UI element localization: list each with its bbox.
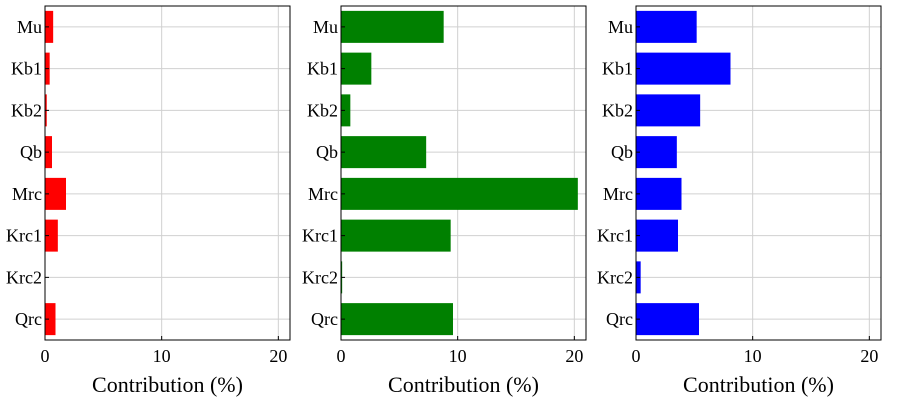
plot-frame [635,5,882,341]
bar-mu [45,10,54,43]
bar-krc1 [636,219,678,252]
x-tick-label: 0 [632,346,641,366]
bar-qrc [636,303,699,336]
bar-kb1 [341,52,372,85]
x-axis-label: Contribution (%) [388,372,539,397]
bar-qrc [341,303,453,336]
y-tick-label: Mu [608,17,633,37]
y-tick-label: Qb [611,142,633,162]
plot-frame [44,5,291,341]
y-tick-label: Krc1 [6,226,42,246]
y-tick-label: Krc2 [597,267,633,287]
bar-krc1 [45,219,58,252]
x-tick-label: 0 [337,346,346,366]
x-tick-label: 0 [41,346,50,366]
bar-qrc [45,303,56,336]
y-tick-label: Kb1 [11,59,42,79]
chart-panel-1: Mu Kb1 Kb2 Qb Mrc Krc1 Krc2 Qrc 0 10 20 Contributio… [6,5,291,397]
y-tick-label: Krc2 [302,267,338,287]
x-axis-label: Contribution (%) [683,372,834,397]
y-tick-label: Mrc [12,184,42,204]
x-tick-label: 20 [269,346,287,366]
y-tick-label: Qb [20,142,42,162]
bar-mrc [636,177,682,210]
y-tick-label: Qb [316,142,338,162]
bar-mrc [341,177,578,210]
chart-panel-2: Mu Kb1 Kb2 Qb Mrc Krc1 Krc2 Qrc 0 10 20 Contributio… [302,5,587,397]
bar-qb [636,136,677,169]
x-tick-label: 10 [153,346,171,366]
y-tick-label: Kb2 [602,100,633,120]
x-tick-label: 10 [449,346,467,366]
y-tick-label: Krc2 [6,267,42,287]
y-tick-label: Mu [313,17,338,37]
bar-krc1 [341,219,451,252]
y-tick-label: Krc1 [597,226,633,246]
chart-panel-3: Mu Kb1 Kb2 Qb Mrc Krc1 Krc2 Qrc 0 10 20 Contributio… [597,5,882,397]
y-tick-label: Mu [17,17,42,37]
bar-mu [636,10,697,43]
y-tick-label: Qrc [311,309,338,329]
y-tick-label: Qrc [15,309,42,329]
y-tick-label: Kb1 [602,59,633,79]
bar-mrc [45,177,66,210]
bar-qb [341,136,427,169]
y-tick-label: Qrc [606,309,633,329]
y-tick-label: Mrc [603,184,633,204]
y-tick-label: Kb1 [307,59,338,79]
y-tick-label: Kb2 [307,100,338,120]
y-tick-label: Kb2 [11,100,42,120]
bar-mu [341,10,444,43]
bar-kb1 [636,52,731,85]
y-tick-label: Krc1 [302,226,338,246]
y-tick-label: Mrc [308,184,338,204]
plot-frame [340,5,587,341]
x-tick-label: 20 [565,346,583,366]
x-tick-label: 20 [860,346,878,366]
bar-kb2 [636,94,701,127]
x-tick-label: 10 [744,346,762,366]
bar-kb2 [341,94,351,127]
x-axis-label: Contribution (%) [92,372,243,397]
